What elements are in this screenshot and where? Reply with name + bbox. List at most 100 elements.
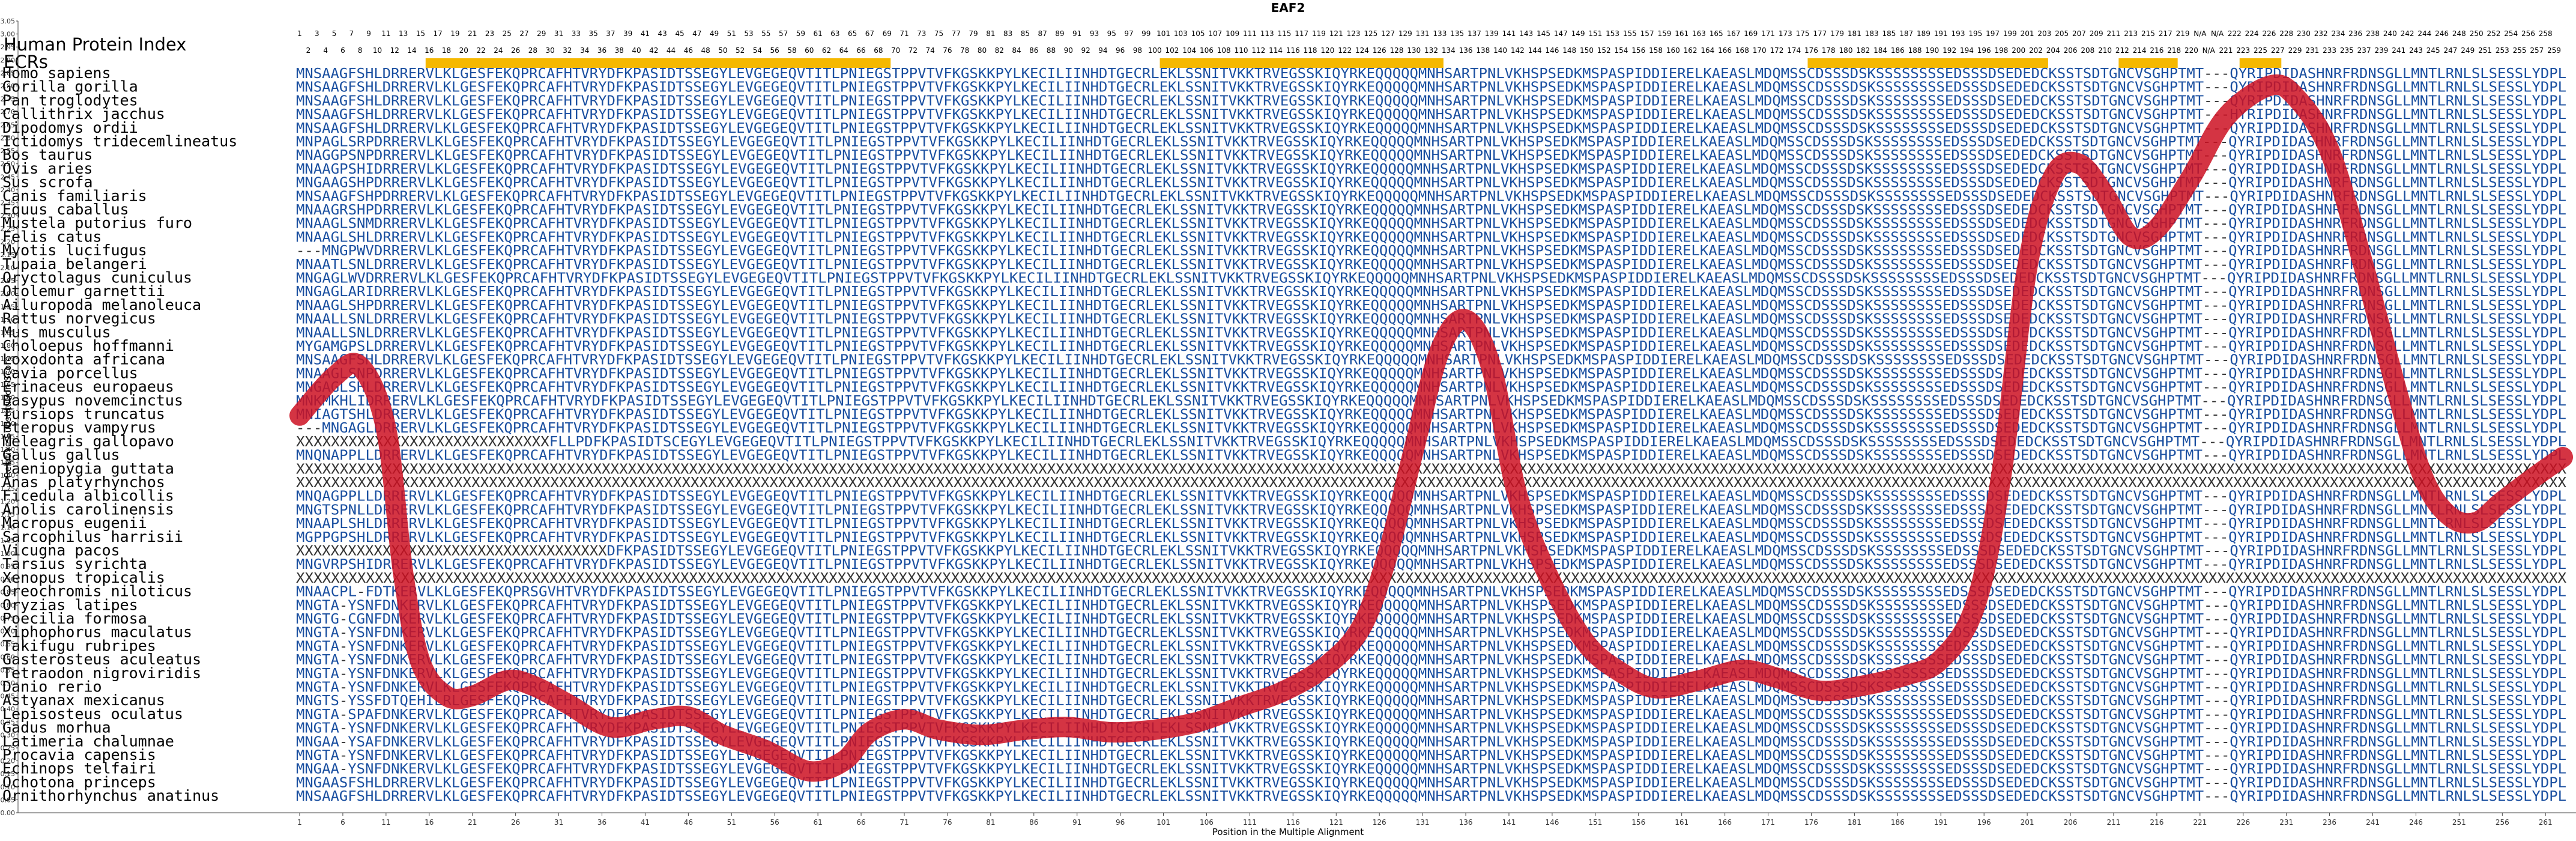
- sequence-segment: ---: [2204, 352, 2230, 368]
- y-tick-label: 0.25: [1, 744, 16, 752]
- index-label: 188: [1908, 46, 1922, 55]
- sequence-segment: ---: [2204, 720, 2230, 736]
- species-name: Echinops telfairi: [2, 760, 156, 777]
- index-label: 174: [1787, 46, 1801, 55]
- index-label: 171: [1761, 29, 1775, 38]
- index-label: 62: [822, 46, 831, 55]
- ecr-segment: [1160, 58, 1444, 68]
- x-tick-label: 36: [597, 818, 606, 827]
- index-label: 68: [874, 46, 883, 55]
- x-tick-label: 211: [2107, 818, 2121, 827]
- y-tick-label: 2.15: [1, 251, 16, 259]
- index-label: 20: [459, 46, 468, 55]
- sequence-segment: YSNFDNKERVLKLGESFEKQPRCAFHTVRYDFKPASIDTS…: [348, 747, 2204, 764]
- index-label: 140: [1493, 46, 1507, 55]
- index-label: 249: [2461, 46, 2475, 55]
- index-label: 44: [667, 46, 676, 55]
- index-label: 111: [1243, 29, 1257, 38]
- sequence-segment: MNGTA: [296, 720, 339, 736]
- sequence-row: MNGTA-YSNFDNKERVLKLGESFEKQPRCAFHTVRYDFKP…: [296, 638, 2566, 654]
- index-label: 221: [2219, 46, 2233, 55]
- y-tick-label: 1.10: [1, 524, 16, 532]
- sequence-segment: ---: [2204, 597, 2230, 613]
- sequence-segment: ---: [2204, 788, 2230, 804]
- sequence-segment: MNGTA: [296, 706, 339, 723]
- sequence-segment: -: [339, 693, 348, 709]
- index-label: 211: [2107, 29, 2121, 38]
- sequence-segment: ---: [2203, 297, 2228, 314]
- index-label: 110: [1235, 46, 1248, 55]
- index-label: 219: [2176, 29, 2190, 38]
- sequence-segment: QYRIPDIDASHNRFRDNSGLLMNTLRNLSLSESSLYDPL: [2228, 134, 2566, 150]
- index-label: 246: [2435, 29, 2449, 38]
- index-label: 254: [2504, 29, 2518, 38]
- species-name: Canis familiaris: [2, 187, 147, 204]
- species-name: Loxodonta africana: [2, 351, 165, 368]
- sequence-segment: MNGAGLSHLDRRERVLKLGESFEKQPRCAFHTVRYDFKPA…: [296, 379, 2203, 395]
- index-label: 236: [2348, 29, 2362, 38]
- sequence-segment: MNGTSPNLLDRRERVLKLGESFEKQPRCAFHTVRYDFKPA…: [296, 502, 2203, 518]
- sequence-segment: QYRIPDIDASHNRFRDNSGLLMNTLRNLSLSESSLYDPL: [2228, 229, 2566, 245]
- sequence-segment: ---: [2204, 543, 2230, 559]
- index-label: 45: [675, 29, 684, 38]
- species-name: Choloepus hoffmanni: [2, 337, 174, 354]
- index-label: 82: [995, 46, 1004, 55]
- index-label: 192: [1943, 46, 1956, 55]
- index-label: 72: [909, 46, 918, 55]
- y-tick-label: 2.05: [1, 277, 16, 285]
- sequence-segment: ---: [2203, 202, 2228, 218]
- index-label: 89: [1055, 29, 1064, 38]
- sequence-row: MNGTA-YSNFDNKERVLKLGESFEKQPRCAFHTVRYDFKP…: [296, 652, 2566, 668]
- index-label: 38: [615, 46, 624, 55]
- y-tick-label: 0.80: [1, 601, 16, 609]
- index-label: 151: [1588, 29, 1602, 38]
- sequence-segment: QYRIPDIDASHNRFRDNSGLLMNTLRNLSLSESSLYDPL: [2228, 202, 2566, 218]
- species-name: Dipodomys ordii: [2, 119, 138, 136]
- sequence-segment: MNAAGLSNPDRRERVLKLGESFEKQPRCAFHTVRYDFKPA…: [296, 365, 2203, 381]
- sequence-row: MNGAAGSHPDRRERVLKLGESFEKQPRCAFHTVRYDFKPA…: [296, 175, 2566, 191]
- y-tick-label: 0.00: [1, 809, 16, 817]
- index-label: 99: [1141, 29, 1150, 38]
- index-label: 157: [1640, 29, 1654, 38]
- x-tick-label: 31: [554, 818, 563, 827]
- species-name: Danio rerio: [2, 678, 102, 696]
- index-label: 15: [416, 29, 425, 38]
- index-label: 84: [1012, 46, 1021, 55]
- index-label: 141: [1502, 29, 1516, 38]
- species-name: Xiphophorus maculatus: [2, 624, 192, 641]
- sequence-row: MNGAGLARIDRRERVLKLGESFEKQPRCAFHTVRYDFKPA…: [296, 284, 2566, 300]
- index-label: 217: [2159, 29, 2172, 38]
- index-label: 92: [1081, 46, 1090, 55]
- index-label: 31: [554, 29, 563, 38]
- sequence-segment: -: [339, 638, 348, 654]
- sequence-segment: XXXXXXXXXXXXXXXXXXXXXXXXXXXXXXXXXXXXXXXX…: [296, 475, 2566, 491]
- sequence-segment: ---: [2204, 79, 2230, 96]
- index-label: 58: [787, 46, 796, 55]
- index-label: 214: [2133, 46, 2147, 55]
- y-tick-label: 2.10: [1, 264, 16, 272]
- index-label: 152: [1597, 46, 1611, 55]
- sequence-segment: MNAACPL: [296, 584, 357, 600]
- sequence-segment: QYRIPDIDASHNRFRDNSGLLMNTLRNLSLSESSLYDPL: [2230, 706, 2566, 723]
- y-tick-label: 1.75: [1, 355, 16, 363]
- index-label: 54: [753, 46, 762, 55]
- ecr-bar-layer: [425, 58, 2282, 68]
- x-tick-label: 1: [297, 818, 302, 827]
- ecr-segment: [1807, 58, 2048, 68]
- y-tick-label: 2.00: [1, 290, 16, 298]
- y-tick-label: 1.50: [1, 420, 16, 428]
- sequence-segment: ---: [2201, 393, 2227, 409]
- sequence-segment: -: [339, 679, 348, 696]
- ecrs-label: ECRs: [4, 52, 48, 72]
- x-tick-label: 16: [425, 818, 434, 827]
- index-label: 142: [1511, 46, 1525, 55]
- species-name: Tursiops truncatus: [2, 405, 165, 423]
- index-label: 244: [2417, 29, 2431, 38]
- index-label: 65: [848, 29, 857, 38]
- index-label: 239: [2374, 46, 2388, 55]
- x-tick-label: 41: [641, 818, 650, 827]
- index-label: 185: [1882, 29, 1896, 38]
- index-label: 51: [727, 29, 736, 38]
- index-label: 163: [1692, 29, 1706, 38]
- sequence-segment: QYRIPDIDASHNRFRDNSGLLMNTLRNLSLSESSLYDPL: [2228, 297, 2566, 314]
